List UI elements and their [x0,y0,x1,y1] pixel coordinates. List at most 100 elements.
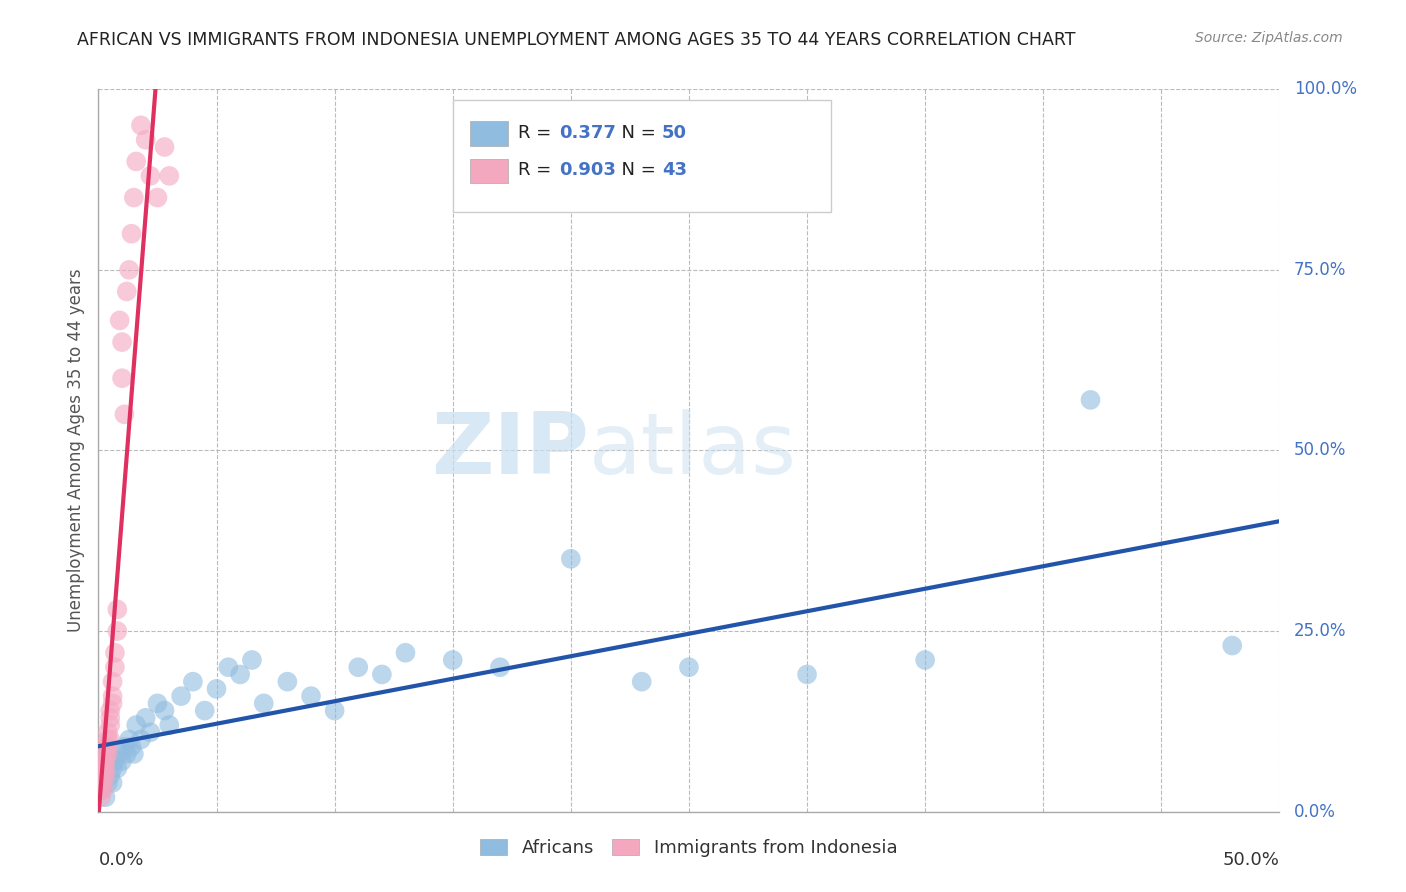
Point [441,653,464,667]
Legend: Africans, Immigrants from Indonesia: Africans, Immigrants from Indonesia [474,831,904,864]
Point [98,704,121,718]
Point [97,776,120,790]
Point [129,119,152,133]
Point [97,747,120,761]
Point [630,674,652,689]
Point [139,169,162,183]
Point [98,769,121,783]
Point [240,653,263,667]
Point [101,689,124,703]
Point [98,718,121,732]
Point [105,602,128,616]
Point [139,725,162,739]
Text: R =: R = [517,124,557,142]
Point [111,334,134,349]
Point [153,140,176,154]
Text: 0.0%: 0.0% [98,852,143,870]
Text: ZIP: ZIP [430,409,589,492]
Point [121,739,143,754]
Point [217,660,239,674]
Point [98,732,121,747]
Y-axis label: Unemployment Among Ages 35 to 44 years: Unemployment Among Ages 35 to 44 years [66,268,84,632]
Text: Source: ZipAtlas.com: Source: ZipAtlas.com [1195,31,1343,45]
Point [90,776,112,790]
Point [115,285,138,299]
Point [94,790,117,805]
Point [90,790,112,805]
Point [157,169,180,183]
Point [104,660,127,674]
Point [678,660,700,674]
FancyBboxPatch shape [471,121,508,145]
Point [91,769,114,783]
Point [91,776,114,790]
Text: 0.903: 0.903 [560,161,616,179]
Point [181,674,204,689]
Point [125,154,148,169]
Point [229,667,252,681]
Text: 25.0%: 25.0% [1294,622,1346,640]
Point [91,783,114,797]
Point [135,133,157,147]
Point [194,704,217,718]
Point [97,725,120,739]
Point [371,667,394,681]
FancyBboxPatch shape [453,100,831,212]
Point [94,739,117,754]
Point [98,754,121,768]
Point [101,696,124,710]
Point [560,551,582,566]
Point [146,191,169,205]
Text: 50.0%: 50.0% [1294,442,1346,459]
Point [91,754,114,768]
Point [170,689,193,703]
Point [489,660,512,674]
Point [94,747,117,761]
Point [94,769,117,783]
Point [135,711,157,725]
Point [125,718,148,732]
Text: 43: 43 [662,161,686,179]
Point [111,754,134,768]
Point [97,732,120,747]
Text: R =: R = [517,161,557,179]
Point [1220,639,1243,653]
Text: 0.0%: 0.0% [1294,803,1336,821]
Point [276,674,298,689]
Point [121,227,143,241]
Point [205,681,228,696]
Point [112,407,135,421]
Point [129,732,152,747]
Point [253,696,276,710]
Point [108,747,131,761]
Point [104,754,127,768]
Point [101,776,124,790]
Point [111,371,134,385]
Text: 75.0%: 75.0% [1294,260,1346,279]
Point [115,747,138,761]
Point [122,747,145,761]
FancyBboxPatch shape [471,159,508,183]
Point [323,704,346,718]
Text: atlas: atlas [589,409,797,492]
Text: 100.0%: 100.0% [1294,80,1357,98]
Point [347,660,370,674]
Text: N =: N = [610,161,661,179]
Point [91,776,114,790]
Point [146,696,169,710]
Point [98,711,121,725]
Point [112,739,135,754]
Text: 0.377: 0.377 [560,124,616,142]
Point [104,646,127,660]
Point [91,761,114,775]
Point [105,761,128,775]
Point [97,747,120,761]
Text: N =: N = [610,124,661,142]
Point [90,783,112,797]
Point [94,754,117,768]
Point [118,732,141,747]
Text: 50.0%: 50.0% [1223,852,1279,870]
Point [90,783,112,797]
Point [101,761,124,775]
Point [914,653,936,667]
